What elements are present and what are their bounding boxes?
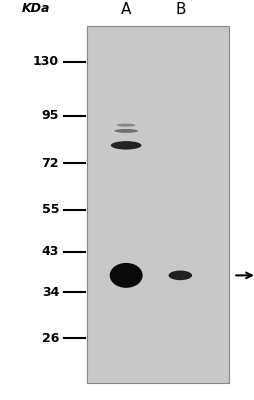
Text: 72: 72 (41, 157, 59, 170)
Text: B: B (174, 2, 185, 17)
Ellipse shape (114, 129, 137, 133)
Text: KDa: KDa (21, 2, 50, 15)
Ellipse shape (109, 263, 142, 288)
Ellipse shape (110, 141, 141, 150)
Text: 43: 43 (42, 245, 59, 258)
Ellipse shape (116, 124, 135, 127)
Ellipse shape (168, 270, 191, 280)
FancyBboxPatch shape (87, 26, 228, 383)
Text: 95: 95 (42, 109, 59, 122)
Text: 26: 26 (42, 332, 59, 345)
Text: A: A (120, 2, 131, 17)
Text: 55: 55 (41, 203, 59, 216)
Text: 130: 130 (33, 56, 59, 68)
Text: 34: 34 (42, 286, 59, 299)
